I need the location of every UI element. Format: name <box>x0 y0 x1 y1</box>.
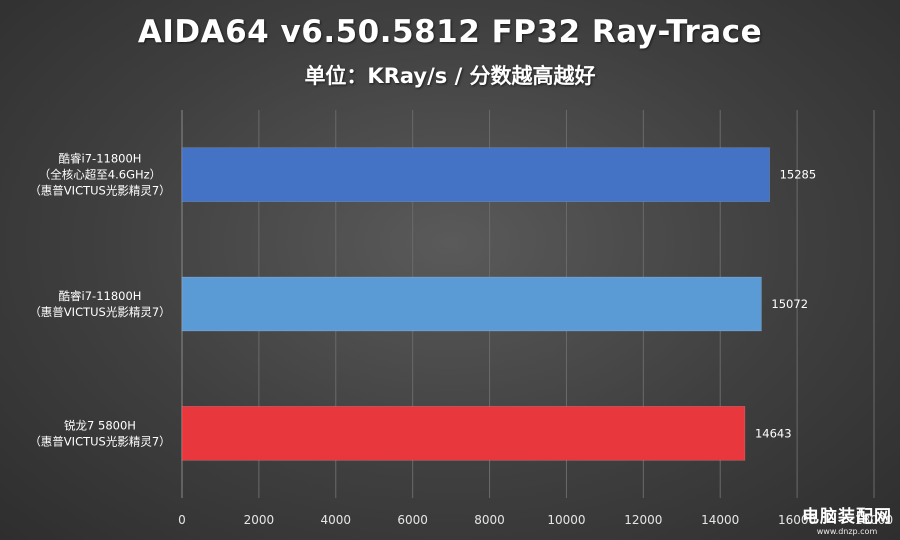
x-tick-label: 4000 <box>321 513 352 527</box>
category-label: （全核心超至4.6GHz） <box>39 168 161 182</box>
chart-title: AIDA64 v6.50.5812 FP32 Ray-Trace <box>137 14 763 50</box>
x-tick-label: 16000 <box>778 513 816 527</box>
x-tick-label: 18000 <box>855 513 893 527</box>
category-label: （惠普VICTUS光影精灵7） <box>29 184 170 198</box>
category-label: 酷睿i7-11800H <box>59 152 142 166</box>
bar <box>181 276 762 332</box>
x-tick-label: 12000 <box>624 513 662 527</box>
category-label: 锐龙7 5800H <box>64 418 136 432</box>
x-tick-label: 6000 <box>397 513 428 527</box>
x-tick-label: 8000 <box>474 513 505 527</box>
category-label: （惠普VICTUS光影精灵7） <box>29 434 170 448</box>
x-tick-label: 2000 <box>244 513 275 527</box>
watermark-logo: 电脑装配网 www.dnzp.com <box>802 509 892 536</box>
x-tick-label: 0 <box>178 513 186 527</box>
x-tick-label: 14000 <box>701 513 739 527</box>
watermark-url: www.dnzp.com <box>816 527 878 536</box>
category-label: 酷睿i7-11800H <box>59 289 142 303</box>
category-label: （惠普VICTUS光影精灵7） <box>29 305 170 319</box>
data-label: 14643 <box>755 426 792 440</box>
x-tick-label: 10000 <box>547 513 585 527</box>
watermark-text: 电脑装配网 <box>802 507 892 527</box>
bar <box>181 147 770 202</box>
bar <box>181 406 746 461</box>
data-label: 15072 <box>771 297 808 311</box>
chart-subtitle: 单位：KRay/s / 分数越高越好 <box>304 64 596 88</box>
data-label: 15285 <box>780 168 817 182</box>
